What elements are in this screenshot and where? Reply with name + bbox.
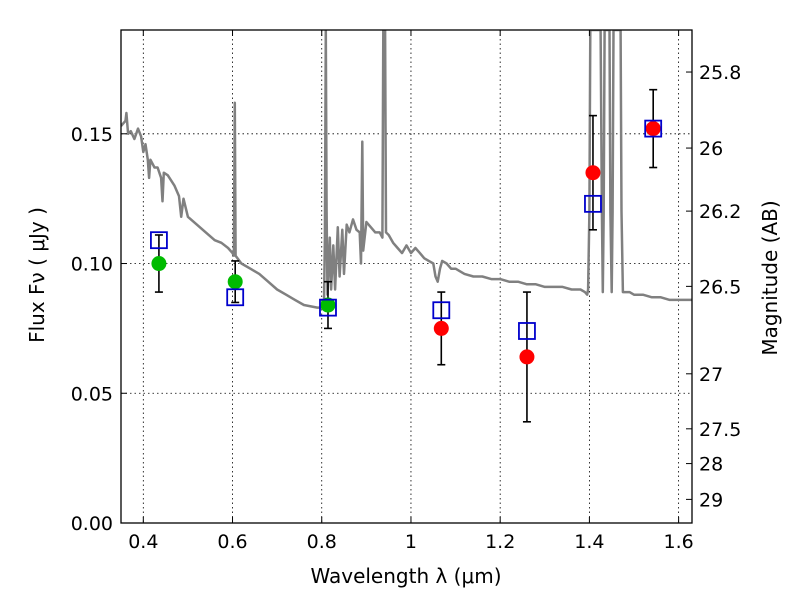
y2-tick-label: 28 — [699, 454, 723, 476]
model-point — [319, 298, 337, 317]
y2-tick-label: 26 — [699, 138, 723, 160]
x-tick-label: 0.6 — [217, 531, 247, 553]
y2-axis-title: Magnitude (AB) — [758, 200, 782, 355]
y2-tick-label: 29 — [699, 489, 723, 511]
x-axis: 0.4 0.6 0.8 1 1.2 1.4 1.6 — [128, 30, 694, 553]
observed-points — [151, 121, 661, 365]
x-tick-label: 1.2 — [485, 531, 515, 553]
y2-tick-label: 27 — [699, 364, 723, 386]
model-point — [432, 301, 451, 320]
y-axis-left: 0.00 0.05 0.10 0.15 — [71, 124, 127, 535]
y2-tick-label: 26.2 — [699, 201, 741, 223]
model-point — [226, 288, 245, 307]
y2-tick-label: 26.5 — [699, 276, 741, 298]
y-axis-right: 25.8 26 26.2 26.5 27 27.5 28 29 — [686, 62, 741, 511]
y2-tick-label: 27.5 — [699, 419, 741, 441]
x-tick-label: 0.8 — [307, 531, 337, 553]
model-spectrum — [121, 30, 692, 309]
model-point — [518, 322, 536, 340]
x-tick-label: 1.6 — [664, 531, 694, 553]
model-point — [644, 119, 663, 138]
observed-point — [227, 274, 243, 290]
y-tick-label: 0.00 — [71, 513, 113, 535]
grid — [121, 30, 692, 524]
x-tick-label: 0.4 — [128, 531, 158, 553]
y-axis-title: Flux Fν ( μJy ) — [25, 207, 49, 343]
model-point — [584, 194, 602, 213]
y2-tick-label: 25.8 — [699, 62, 741, 84]
error-bars — [154, 88, 658, 423]
observed-point — [645, 121, 661, 137]
observed-point — [585, 165, 601, 181]
observed-point — [519, 349, 535, 365]
y-tick-label: 0.10 — [71, 254, 113, 276]
model-point — [150, 231, 168, 250]
observed-point — [433, 320, 449, 336]
x-tick-label: 1 — [405, 531, 417, 553]
y-tick-label: 0.15 — [71, 124, 113, 146]
model-points — [150, 119, 663, 340]
observed-point — [320, 297, 336, 313]
x-axis-title: Wavelength λ (μm) — [310, 564, 501, 588]
y-tick-label: 0.05 — [71, 383, 113, 405]
x-tick-label: 1.4 — [574, 531, 604, 553]
plot-frame — [120, 29, 693, 524]
observed-point — [151, 256, 167, 272]
spectrum-line — [121, 30, 692, 309]
